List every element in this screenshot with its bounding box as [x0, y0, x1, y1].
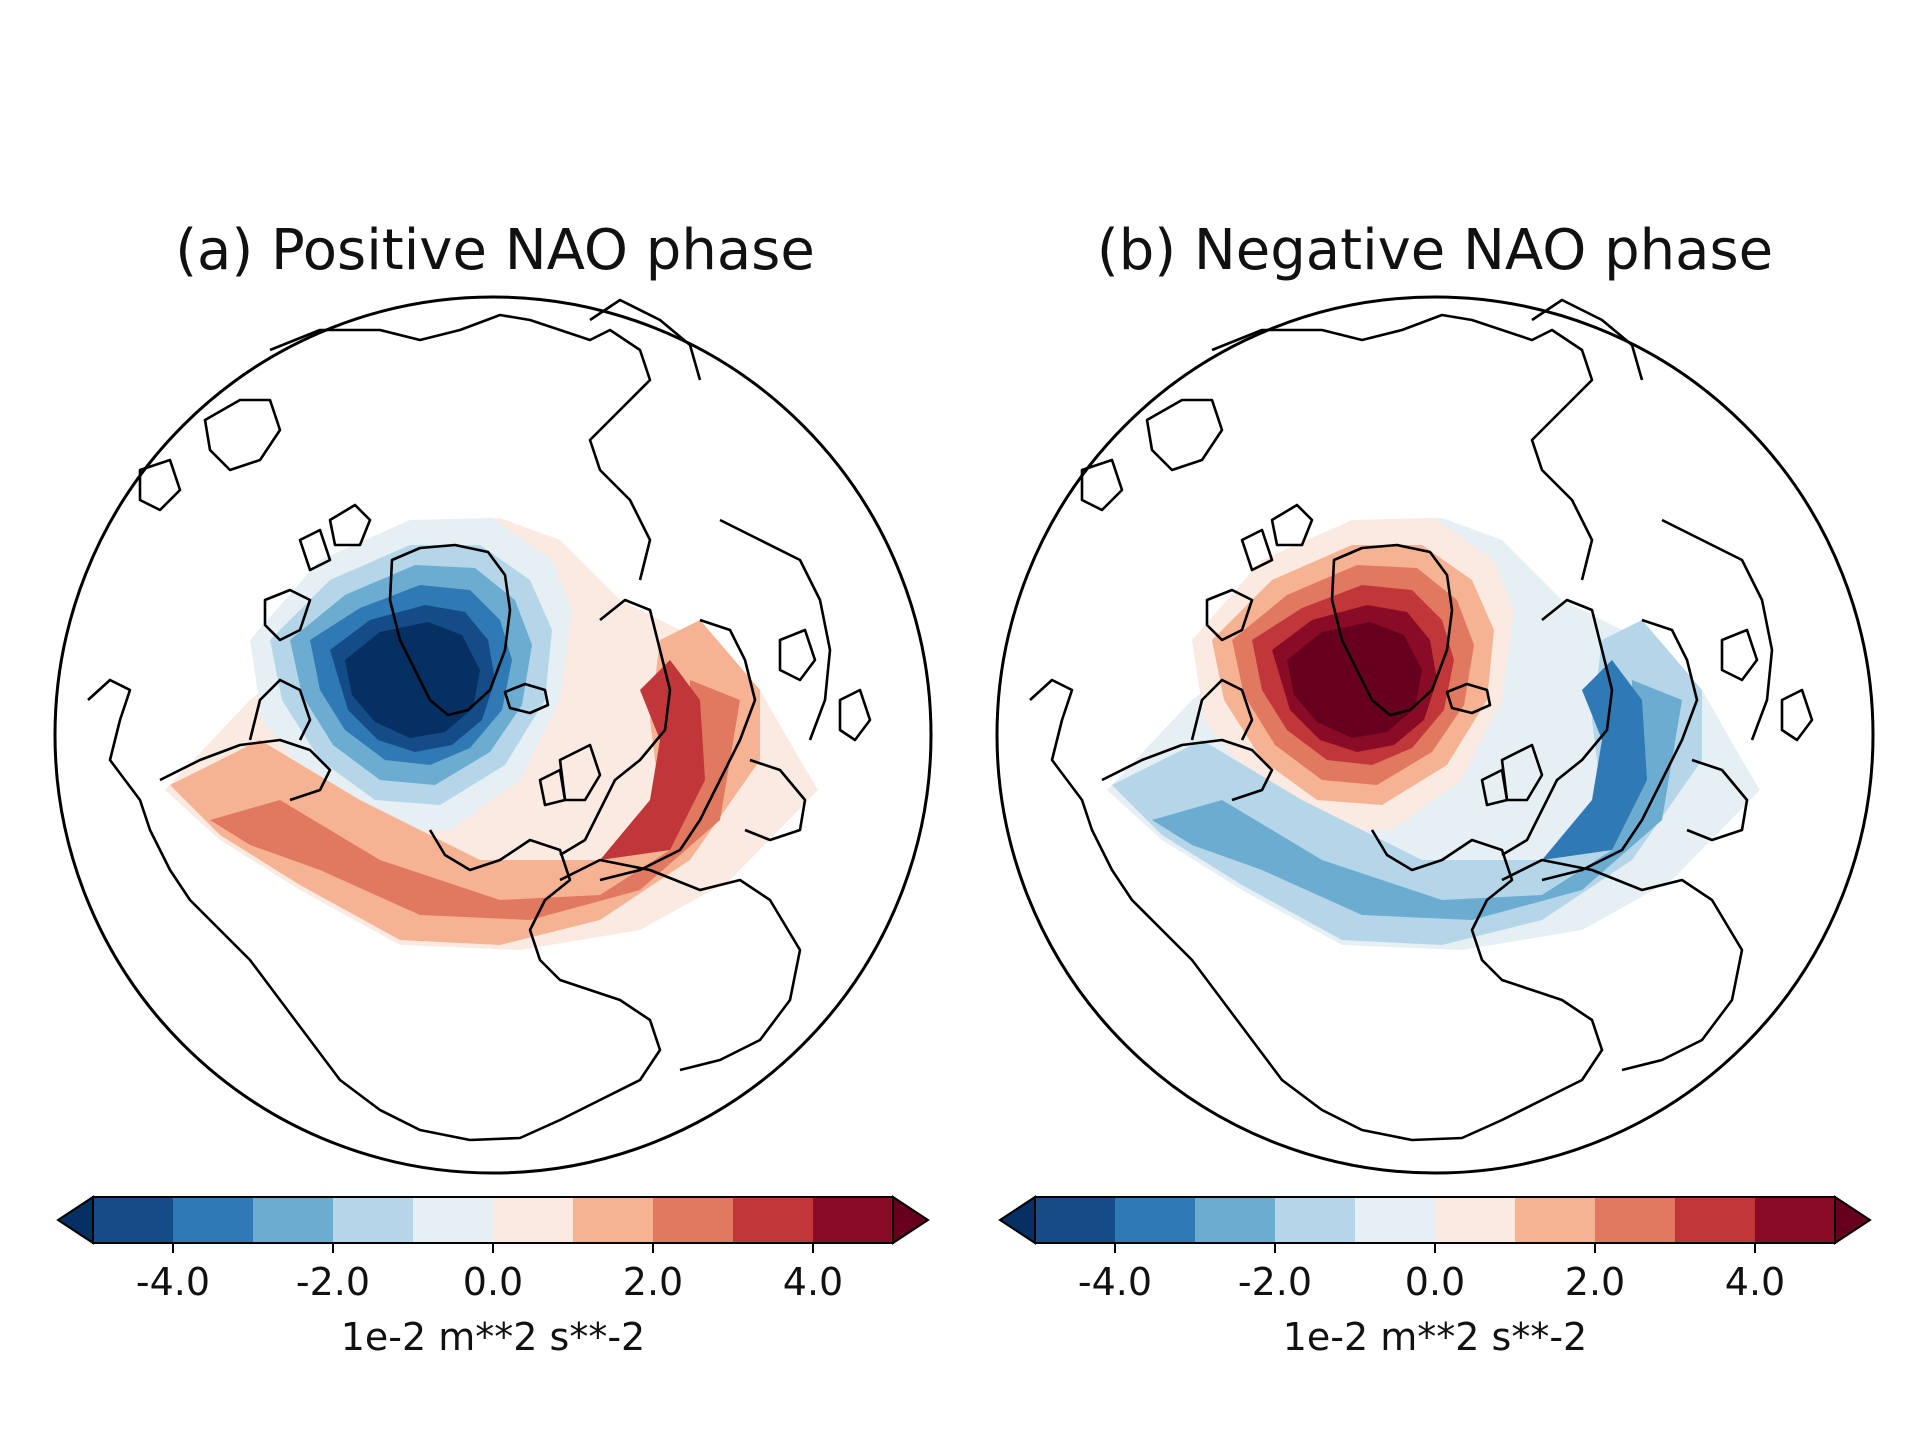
coastline-segment	[159, 738, 332, 802]
coastline-segment	[1531, 298, 1644, 381]
coastline-segment	[1190, 678, 1254, 741]
coastline-segment	[1101, 738, 1274, 802]
coastline-segment	[263, 588, 312, 642]
field-band-cold-6	[345, 622, 480, 738]
coastline-segment	[1720, 628, 1759, 682]
panel-b-globe-boundary	[995, 295, 1875, 1175]
coastline-segment	[1541, 618, 1699, 882]
colorbar-extend-high	[892, 1195, 930, 1245]
coastline-segment	[1501, 598, 1614, 857]
panel-a-colorbar-label: 1e-2 m**2 s**-2	[340, 1315, 646, 1359]
panel-a-map	[53, 295, 933, 1175]
panel-b-colorbar-label: 1e-2 m**2 s**-2	[1282, 1315, 1588, 1359]
colorbar-swatch	[653, 1197, 734, 1243]
colorbar-swatch	[1435, 1197, 1516, 1243]
coastline-segment	[248, 678, 312, 741]
colorbar-swatch	[733, 1197, 814, 1243]
colorbar-extend-low	[56, 1195, 94, 1245]
colorbar-swatch	[1355, 1197, 1436, 1243]
coastline-segment	[719, 518, 832, 741]
coastline-segment	[328, 503, 372, 547]
colorbar-tick-label: 0.0	[463, 1260, 523, 1304]
colorbar-swatch	[1275, 1197, 1356, 1243]
panel-b-map	[995, 295, 1875, 1175]
coastline-segment	[1205, 588, 1254, 642]
colorbar-tick-label: -4.0	[1078, 1260, 1152, 1304]
field-band-warm-4	[1542, 660, 1647, 860]
coastline-segment	[1330, 543, 1454, 717]
colorbar-swatch	[1195, 1197, 1276, 1243]
coastline-segment	[1661, 518, 1774, 741]
coastline-segment	[744, 758, 807, 842]
coastline-segment	[838, 688, 872, 742]
coastline-segment	[1780, 688, 1814, 742]
panel-a-colorbar: -4.0 -2.0 0.0 2.0 4.0	[56, 1195, 930, 1304]
colorbar-extend-low	[998, 1195, 1036, 1245]
coastline-segment	[589, 298, 702, 381]
colorbar-swatch	[813, 1197, 894, 1243]
panel-a-coastlines	[87, 298, 872, 1142]
colorbar-swatch	[173, 1197, 254, 1243]
colorbar-tick-label: -2.0	[296, 1260, 370, 1304]
panel-a-title: (a) Positive NAO phase	[175, 218, 815, 283]
coastline-segment	[1080, 458, 1124, 512]
field-band-warm-4	[600, 660, 705, 860]
panel-a-globe-boundary	[53, 295, 933, 1175]
coastline-segment	[1029, 678, 1604, 1142]
coastline-segment	[388, 543, 512, 717]
coastline-segment	[503, 682, 550, 715]
coastline-segment	[1211, 313, 1594, 581]
coastline-segment	[269, 313, 652, 581]
colorbar-tick-label: 4.0	[1725, 1260, 1785, 1304]
colorbar-swatch	[573, 1197, 654, 1243]
colorbar-swatch	[1675, 1197, 1756, 1243]
colorbar-swatch	[253, 1197, 334, 1243]
colorbar-swatch	[1515, 1197, 1596, 1243]
colorbar-swatch	[1755, 1197, 1836, 1243]
colorbar-tick-label: -2.0	[1238, 1260, 1312, 1304]
coastline-segment	[1480, 768, 1509, 807]
coastline-segment	[298, 528, 332, 572]
coastline-segment	[559, 598, 672, 857]
field-band-cold-6	[1287, 622, 1422, 738]
coastline-segment	[538, 768, 567, 807]
colorbar-swatch	[333, 1197, 414, 1243]
field-band-warm-3	[1152, 680, 1682, 920]
colorbar-swatch	[93, 1197, 174, 1243]
coastline-segment	[1686, 758, 1749, 842]
coastline-segment	[778, 628, 817, 682]
field-band-warm-3	[210, 680, 740, 920]
colorbar-tick-label: 2.0	[1565, 1260, 1625, 1304]
coastline-segment	[1501, 858, 1744, 1072]
coastline-segment	[559, 858, 802, 1072]
coastline-segment	[1445, 682, 1492, 715]
coastline-segment	[138, 458, 182, 512]
coastline-segment	[203, 398, 282, 472]
colorbar-swatch	[413, 1197, 494, 1243]
coastline-segment	[1145, 398, 1224, 472]
colorbar-swatch	[1595, 1197, 1676, 1243]
colorbar-tick-label: 4.0	[783, 1260, 843, 1304]
panel-b-coastlines	[1029, 298, 1814, 1142]
colorbar-swatch	[1115, 1197, 1196, 1243]
colorbar-extend-high	[1834, 1195, 1872, 1245]
coastline-segment	[1240, 528, 1274, 572]
colorbar-swatch	[493, 1197, 574, 1243]
coastline-segment	[599, 618, 757, 882]
panel-b-title: (b) Negative NAO phase	[1096, 218, 1774, 283]
colorbar-tick-label: 0.0	[1405, 1260, 1465, 1304]
colorbar-tick-label: 2.0	[623, 1260, 683, 1304]
panel-b-colorbar: -4.0 -2.0 0.0 2.0 4.0	[998, 1195, 1872, 1304]
coastline-segment	[87, 678, 662, 1142]
coastline-segment	[1270, 503, 1314, 547]
colorbar-swatch	[1035, 1197, 1116, 1243]
colorbar-tick-label: -4.0	[136, 1260, 210, 1304]
